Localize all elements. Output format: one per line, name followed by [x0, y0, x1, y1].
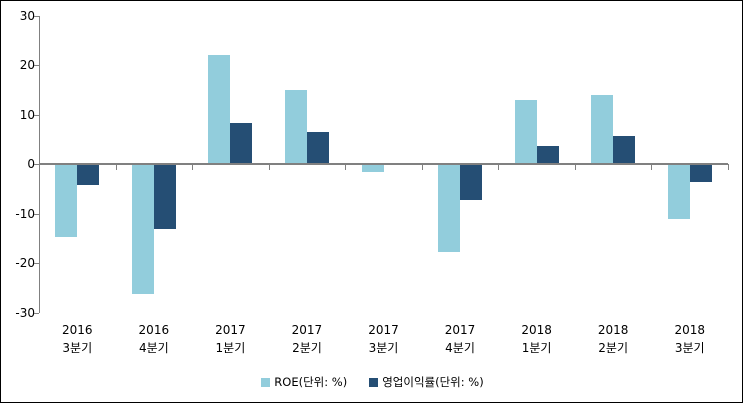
- legend: ROE(단위: %) 영업이익률(단위: %): [1, 372, 742, 392]
- x-axis-tick: [574, 164, 576, 170]
- legend-item-s0: ROE(단위: %): [261, 375, 347, 389]
- x-category-label-year: 2017: [444, 323, 476, 337]
- bar-s1-c1: [153, 165, 176, 230]
- legend-label: ROE(단위: %): [274, 375, 348, 389]
- x-category-label: 2016 4분기: [116, 321, 193, 357]
- bar-s0-c4: [361, 165, 384, 173]
- x-category-label: 2017 4분기: [422, 321, 499, 357]
- y-axis-tick: [34, 312, 39, 314]
- y-tick-label: -20: [15, 256, 35, 270]
- bar-s0-c3: [284, 89, 307, 164]
- x-category-label-year: 2017: [291, 323, 323, 337]
- x-category-label: 2018 1분기: [498, 321, 575, 357]
- x-category-label-quarter: 3분기: [674, 341, 705, 355]
- x-category-label: 2017 2분기: [269, 321, 346, 357]
- legend-swatch-icon: [261, 377, 271, 387]
- x-category-label-year: 2018: [674, 323, 705, 337]
- y-axis-tick: [34, 114, 39, 116]
- bar-s0-c1: [131, 165, 154, 294]
- bar-s1-c6: [536, 145, 559, 164]
- x-category-label: 2018 2분기: [575, 321, 652, 357]
- x-category-label-quarter: 2분기: [598, 341, 628, 355]
- bar-s0-c0: [55, 165, 78, 237]
- bar-s0-c2: [208, 55, 231, 164]
- x-axis-tick: [498, 164, 500, 170]
- y-axis-tick: [34, 65, 39, 66]
- x-category-label-quarter: 1분기: [521, 341, 552, 355]
- y-axis-tick: [34, 164, 39, 165]
- y-tick-label: 10: [19, 107, 35, 122]
- x-category-label-year: 2016: [138, 323, 170, 337]
- x-category-label-quarter: 1분기: [215, 341, 246, 355]
- x-axis-tick: [651, 164, 653, 170]
- x-category-label: 2016 3분기: [39, 321, 116, 357]
- bar-s1-c7: [613, 135, 636, 164]
- x-category-label-year: 2016: [62, 323, 93, 337]
- x-category-label: 2018 3분기: [651, 321, 728, 357]
- legend-swatch-icon: [369, 377, 379, 387]
- x-axis-line: [39, 163, 728, 165]
- x-category-label-year: 2017: [215, 323, 246, 337]
- y-tick-label: -30: [15, 305, 35, 320]
- x-category-label: 2017 1분기: [192, 321, 269, 357]
- y-tick-label: 0: [27, 157, 35, 171]
- y-tick-label: -10: [15, 206, 35, 221]
- y-axis-tick: [34, 263, 39, 264]
- legend-item-s1: 영업이익률(단위: %): [369, 375, 484, 389]
- legend-label: 영업이익률(단위: %): [382, 375, 484, 389]
- x-axis-tick: [421, 164, 423, 170]
- bar-s1-c5: [460, 165, 483, 200]
- bar-s1-c2: [230, 123, 253, 164]
- y-tick-label: 20: [19, 58, 35, 72]
- bar-s1-c8: [689, 165, 712, 183]
- y-axis-tick: [34, 213, 39, 215]
- x-category-label-quarter: 4분기: [138, 341, 169, 355]
- x-axis-tick: [115, 164, 117, 170]
- bar-s0-c8: [667, 165, 690, 220]
- x-axis-tick: [39, 164, 40, 170]
- bar-s1-c3: [306, 131, 329, 164]
- x-category-label-quarter: 3분기: [62, 341, 93, 355]
- x-category-label-year: 2018: [597, 323, 629, 337]
- y-axis-tick: [34, 15, 39, 17]
- bar-s0-c7: [591, 94, 614, 164]
- x-axis-tick: [728, 164, 729, 170]
- bar-s1-c0: [77, 165, 100, 185]
- x-axis-tick: [268, 164, 270, 170]
- x-category-label: 2017 3분기: [345, 321, 422, 357]
- x-category-label-quarter: 4분기: [445, 341, 475, 355]
- bar-s0-c6: [514, 99, 537, 164]
- bar-s0-c5: [438, 165, 461, 252]
- x-category-label-quarter: 2분기: [292, 341, 322, 355]
- y-tick-label: 30: [19, 8, 35, 23]
- x-category-label-quarter: 3분기: [368, 341, 399, 355]
- x-axis-tick: [192, 164, 194, 170]
- x-axis-tick: [345, 164, 347, 170]
- x-category-label-year: 2018: [521, 323, 552, 337]
- x-category-label-year: 2017: [368, 323, 399, 337]
